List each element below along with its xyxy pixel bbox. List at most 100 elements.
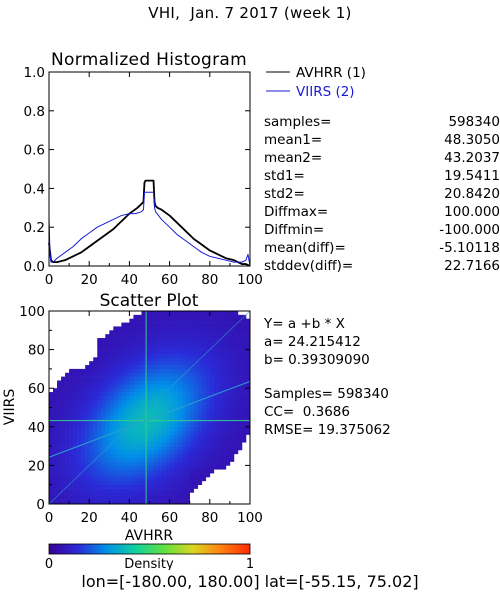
- density-cell: [85, 449, 90, 455]
- density-cell: [177, 384, 182, 389]
- density-cell: [157, 465, 162, 470]
- density-cell: [161, 473, 166, 478]
- density-cell: [233, 353, 239, 358]
- stat-value: 20.8420: [444, 186, 500, 202]
- density-cell: [81, 449, 86, 455]
- density-cell: [93, 469, 98, 474]
- density-cell: [121, 469, 126, 474]
- density-cell: [49, 453, 54, 458]
- density-cell: [145, 453, 150, 458]
- density-cell: [93, 473, 98, 478]
- density-cell: [85, 422, 90, 428]
- density-cell: [121, 480, 126, 485]
- density-cell: [213, 376, 219, 381]
- density-cell: [97, 434, 102, 439]
- density-cell: [137, 322, 142, 327]
- density-cell: [105, 403, 110, 408]
- density-cell: [53, 492, 58, 497]
- density-cell: [217, 446, 223, 451]
- density-cell: [145, 484, 150, 489]
- density-cell: [97, 480, 102, 485]
- density-cell: [197, 453, 203, 458]
- density-cell: [233, 314, 239, 320]
- density-cell: [121, 361, 126, 366]
- density-cell: [229, 338, 235, 343]
- density-cell: [193, 434, 199, 439]
- density-cell: [65, 426, 70, 431]
- density-cell: [161, 442, 166, 447]
- density-cell: [173, 372, 178, 377]
- density-cell: [69, 442, 74, 447]
- density-cell: [85, 411, 90, 416]
- density-cell: [181, 388, 186, 393]
- density-cell: [69, 399, 74, 404]
- density-cell: [193, 480, 199, 485]
- density-cell: [57, 496, 62, 501]
- scatter-x-tick-label: 80: [201, 510, 218, 526]
- density-cell: [69, 434, 74, 439]
- density-cell: [117, 442, 122, 447]
- density-cell: [229, 357, 235, 362]
- density-cell: [153, 453, 158, 458]
- density-cell: [185, 465, 190, 470]
- density-cell: [153, 411, 158, 416]
- density-cell: [185, 395, 190, 401]
- density-cell: [165, 399, 170, 404]
- density-cell: [205, 395, 211, 401]
- density-cell: [169, 422, 174, 428]
- histogram-series-viirs: [48, 191, 251, 267]
- density-cell: [129, 457, 134, 462]
- density-cell: [157, 411, 162, 416]
- density-cell: [153, 476, 158, 482]
- density-cell: [65, 430, 70, 435]
- density-cell: [185, 338, 190, 343]
- density-cell: [241, 422, 247, 428]
- density-cell: [217, 380, 223, 385]
- density-cell: [49, 446, 54, 451]
- density-cell: [121, 392, 126, 397]
- density-cell: [193, 314, 199, 320]
- density-cell: [89, 392, 94, 397]
- density-cell: [193, 349, 199, 354]
- density-cell: [217, 457, 223, 462]
- density-cell: [117, 457, 122, 462]
- density-cell: [169, 361, 174, 366]
- density-cell: [105, 411, 110, 416]
- density-cell: [209, 357, 215, 362]
- density-cell: [137, 438, 142, 443]
- density-cell: [189, 330, 195, 335]
- density-cell: [185, 422, 190, 428]
- density-cell: [165, 314, 170, 320]
- density-cell: [181, 384, 186, 389]
- density-cell: [181, 434, 186, 439]
- colorbar-gradient: [48, 543, 251, 555]
- density-cell: [73, 442, 78, 447]
- density-cell: [89, 376, 94, 381]
- density-cell: [133, 492, 138, 497]
- density-cell: [145, 449, 150, 455]
- density-cell: [181, 376, 186, 381]
- density-cell: [113, 446, 118, 451]
- density-cell: [89, 465, 94, 470]
- colorbar-min-label: 0: [45, 557, 53, 570]
- density-cell: [105, 442, 110, 447]
- density-cell: [49, 465, 54, 470]
- density-cell: [105, 407, 110, 412]
- density-cell: [145, 361, 150, 366]
- density-cell: [137, 357, 142, 362]
- density-cell: [109, 399, 114, 404]
- density-cell: [169, 419, 174, 424]
- density-cell: [125, 353, 130, 358]
- density-cell: [217, 372, 223, 377]
- density-cell: [57, 384, 62, 389]
- density-cell: [49, 403, 54, 408]
- density-cell: [161, 492, 166, 497]
- density-cell: [201, 473, 207, 478]
- density-cell: [125, 368, 130, 374]
- density-cell: [53, 446, 58, 451]
- density-cell: [153, 465, 158, 470]
- density-cell: [197, 345, 203, 350]
- histogram-x-tick-label: 0: [45, 272, 54, 288]
- density-cell: [117, 338, 122, 343]
- density-cell: [149, 465, 154, 470]
